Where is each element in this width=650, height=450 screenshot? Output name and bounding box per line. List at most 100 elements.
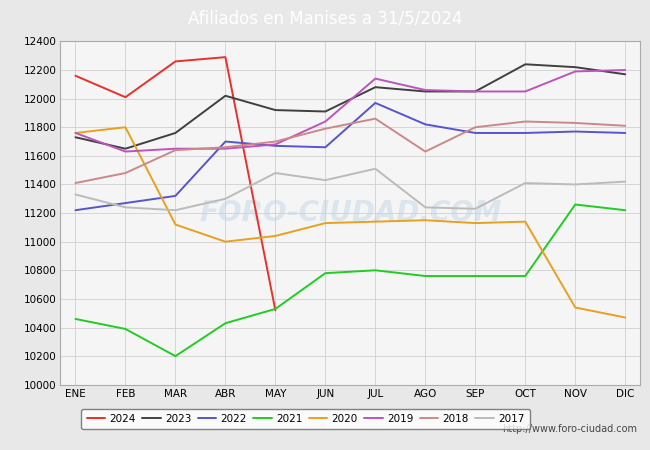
Line: 2023: 2023 (75, 64, 625, 148)
2022 (621, 130, 629, 135)
2023 (571, 64, 579, 70)
2018 (521, 119, 529, 124)
2018 (621, 123, 629, 129)
2017 (521, 180, 529, 186)
2017 (371, 166, 379, 171)
2022 (521, 130, 529, 135)
2017 (272, 170, 280, 176)
2023 (272, 108, 280, 113)
2023 (172, 130, 179, 135)
2021 (222, 320, 229, 326)
2021 (621, 207, 629, 213)
2024 (72, 73, 79, 78)
2018 (322, 126, 330, 131)
2020 (571, 305, 579, 310)
2024 (172, 59, 179, 64)
2019 (72, 130, 79, 135)
2020 (521, 219, 529, 225)
2017 (172, 207, 179, 213)
Line: 2021: 2021 (75, 204, 625, 356)
2022 (421, 122, 429, 127)
2022 (272, 143, 280, 148)
2024 (272, 308, 280, 313)
2022 (471, 130, 479, 135)
2023 (621, 72, 629, 77)
2018 (371, 116, 379, 122)
2018 (172, 148, 179, 153)
2020 (471, 220, 479, 226)
2022 (72, 207, 79, 213)
2023 (222, 93, 229, 99)
Line: 2017: 2017 (75, 169, 625, 210)
2022 (571, 129, 579, 134)
2017 (471, 206, 479, 211)
2017 (222, 196, 229, 202)
2018 (421, 149, 429, 154)
2021 (122, 326, 129, 332)
2021 (322, 270, 330, 276)
2019 (322, 119, 330, 124)
2020 (621, 315, 629, 320)
2020 (222, 239, 229, 244)
2023 (521, 62, 529, 67)
2018 (272, 139, 280, 144)
2023 (471, 89, 479, 94)
2020 (322, 220, 330, 226)
2017 (122, 205, 129, 210)
2021 (272, 306, 280, 312)
2019 (621, 68, 629, 73)
2017 (72, 192, 79, 197)
2023 (421, 89, 429, 94)
2018 (471, 125, 479, 130)
2021 (421, 273, 429, 279)
2019 (471, 89, 479, 94)
2019 (172, 146, 179, 151)
2019 (421, 87, 429, 93)
2023 (371, 85, 379, 90)
2024 (122, 94, 129, 100)
2018 (571, 120, 579, 126)
2021 (471, 273, 479, 279)
2019 (371, 76, 379, 81)
2020 (371, 219, 379, 225)
Legend: 2024, 2023, 2022, 2021, 2020, 2019, 2018, 2017: 2024, 2023, 2022, 2021, 2020, 2019, 2018… (81, 409, 530, 429)
2022 (122, 200, 129, 206)
Line: 2018: 2018 (75, 119, 625, 183)
2022 (172, 193, 179, 198)
2021 (371, 268, 379, 273)
2023 (122, 146, 129, 151)
2017 (621, 179, 629, 184)
Line: 2020: 2020 (75, 127, 625, 318)
2019 (571, 69, 579, 74)
Text: Afiliados en Manises a 31/5/2024: Afiliados en Manises a 31/5/2024 (188, 9, 462, 27)
2018 (72, 180, 79, 186)
2021 (521, 273, 529, 279)
2018 (222, 144, 229, 150)
2019 (122, 149, 129, 154)
2021 (72, 316, 79, 322)
Text: http://www.foro-ciudad.com: http://www.foro-ciudad.com (502, 424, 637, 434)
2023 (72, 135, 79, 140)
2024 (222, 54, 229, 60)
2020 (272, 233, 280, 238)
2020 (122, 125, 129, 130)
2022 (322, 144, 330, 150)
2018 (122, 170, 129, 176)
2021 (571, 202, 579, 207)
2022 (371, 100, 379, 106)
2020 (172, 222, 179, 227)
2021 (172, 353, 179, 359)
2020 (72, 130, 79, 135)
2019 (521, 89, 529, 94)
Line: 2022: 2022 (75, 103, 625, 210)
2019 (272, 142, 280, 147)
2022 (222, 139, 229, 144)
Text: FORO-CIUDAD.COM: FORO-CIUDAD.COM (199, 199, 502, 227)
2023 (322, 109, 330, 114)
2017 (421, 205, 429, 210)
2017 (571, 182, 579, 187)
Line: 2019: 2019 (75, 70, 625, 152)
Line: 2024: 2024 (75, 57, 276, 310)
2019 (222, 146, 229, 151)
2020 (421, 217, 429, 223)
